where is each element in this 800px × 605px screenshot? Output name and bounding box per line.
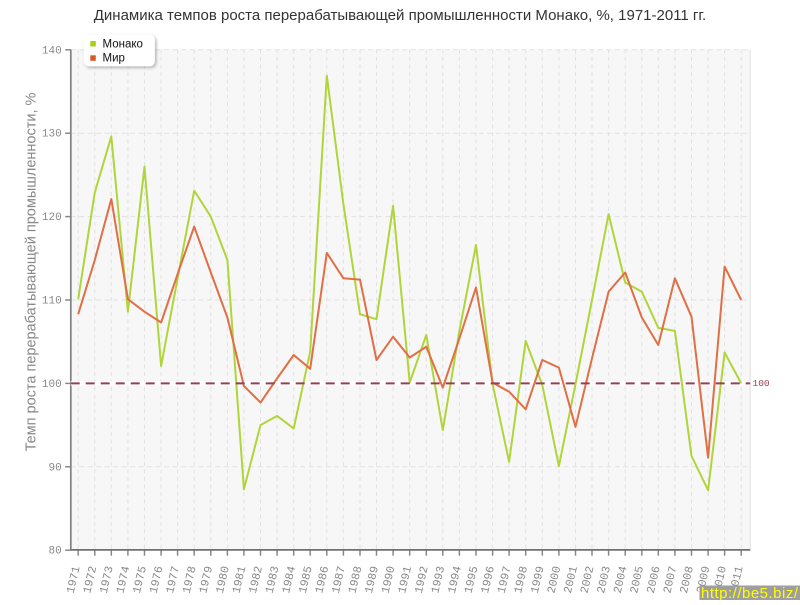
svg-text:Темп роста перерабатывающей пр: Темп роста перерабатывающей промышленнос… bbox=[24, 92, 40, 451]
svg-text:Мир: Мир bbox=[103, 53, 125, 65]
svg-text:120: 120 bbox=[42, 212, 62, 224]
svg-text:110: 110 bbox=[42, 296, 62, 308]
svg-text:Динамика темпов роста перераба: Динамика темпов роста перерабатывающей п… bbox=[94, 7, 706, 24]
svg-text:http://be5.biz/: http://be5.biz/ bbox=[701, 585, 799, 600]
svg-text:80: 80 bbox=[48, 546, 61, 558]
svg-text:Монако: Монако bbox=[103, 38, 143, 50]
svg-text:100: 100 bbox=[753, 378, 770, 389]
svg-text:90: 90 bbox=[48, 462, 61, 474]
svg-text:100: 100 bbox=[42, 379, 62, 391]
svg-text:130: 130 bbox=[42, 129, 62, 141]
svg-text:140: 140 bbox=[42, 45, 62, 57]
